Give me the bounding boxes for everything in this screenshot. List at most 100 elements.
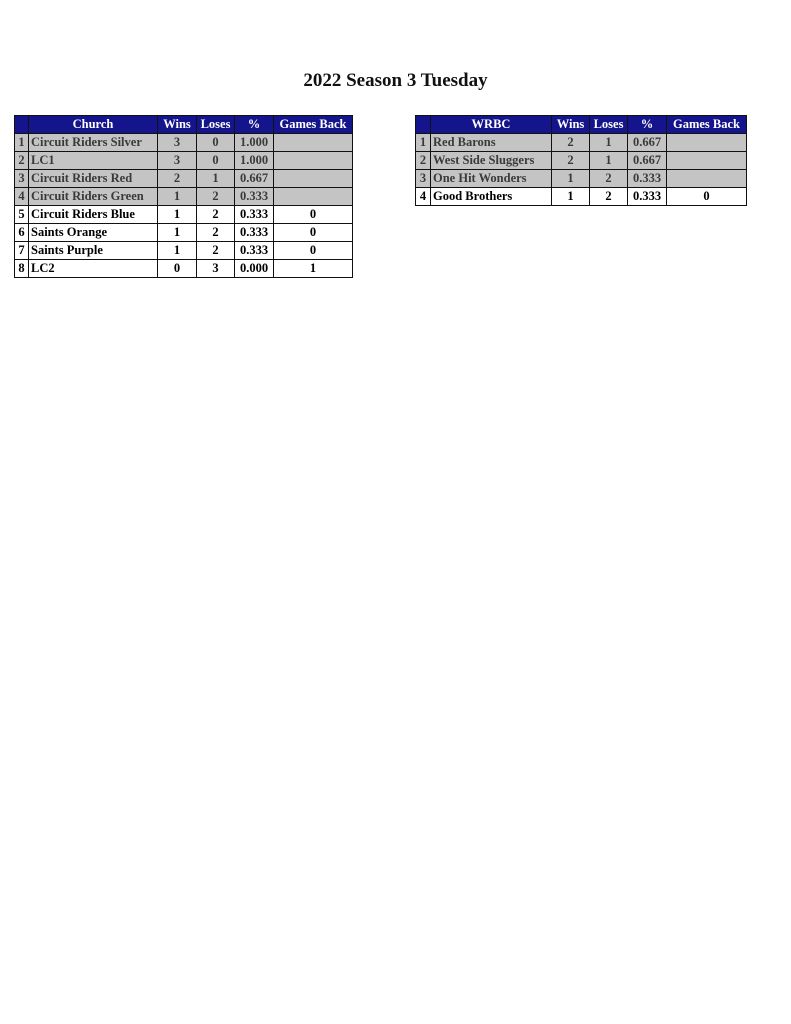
wins-header: Wins xyxy=(157,115,197,134)
loses-cell: 2 xyxy=(589,187,628,206)
header-row: WRBC Wins Loses % Games Back xyxy=(415,115,747,134)
rank-cell: 4 xyxy=(415,187,431,206)
wins-cell: 2 xyxy=(157,169,197,188)
table-row: 7 Saints Purple 1 2 0.333 0 xyxy=(14,241,353,260)
wins-cell: 1 xyxy=(551,169,590,188)
pct-cell: 1.000 xyxy=(234,133,274,152)
games-back-cell xyxy=(273,133,353,152)
wins-cell: 0 xyxy=(157,259,197,278)
wins-cell: 1 xyxy=(157,241,197,260)
rank-cell: 6 xyxy=(14,223,29,242)
rank-cell: 3 xyxy=(14,169,29,188)
games-back-header: Games Back xyxy=(273,115,353,134)
games-back-cell xyxy=(666,151,747,170)
pct-cell: 0.333 xyxy=(234,241,274,260)
wins-cell: 1 xyxy=(551,187,590,206)
pct-cell: 0.000 xyxy=(234,259,274,278)
loses-cell: 2 xyxy=(589,169,628,188)
rank-header xyxy=(415,115,431,134)
team-cell: LC1 xyxy=(28,151,158,170)
table-row: 1 Red Barons 2 1 0.667 xyxy=(415,133,747,152)
pct-cell: 0.667 xyxy=(234,169,274,188)
games-back-cell: 0 xyxy=(273,223,353,242)
rank-cell: 8 xyxy=(14,259,29,278)
games-back-cell: 0 xyxy=(273,205,353,224)
games-back-cell xyxy=(273,187,353,206)
loses-cell: 2 xyxy=(196,205,235,224)
table-row: 3 Circuit Riders Red 2 1 0.667 xyxy=(14,169,353,188)
loses-cell: 1 xyxy=(589,133,628,152)
table-row: 2 LC1 3 0 1.000 xyxy=(14,151,353,170)
church-standings-table: Church Wins Loses % Games Back 1 Circuit … xyxy=(14,115,353,278)
rank-cell: 5 xyxy=(14,205,29,224)
loses-cell: 2 xyxy=(196,187,235,206)
games-back-header: Games Back xyxy=(666,115,747,134)
pct-header: % xyxy=(234,115,274,134)
rank-cell: 1 xyxy=(415,133,431,152)
wins-cell: 3 xyxy=(157,151,197,170)
team-cell: Circuit Riders Blue xyxy=(28,205,158,224)
games-back-cell: 1 xyxy=(273,259,353,278)
loses-cell: 0 xyxy=(196,151,235,170)
games-back-cell: 0 xyxy=(666,187,747,206)
table-row: 4 Circuit Riders Green 1 2 0.333 xyxy=(14,187,353,206)
wins-header: Wins xyxy=(551,115,590,134)
wins-cell: 3 xyxy=(157,133,197,152)
games-back-cell: 0 xyxy=(273,241,353,260)
team-cell: LC2 xyxy=(28,259,158,278)
pct-cell: 0.667 xyxy=(627,151,667,170)
loses-cell: 2 xyxy=(196,241,235,260)
loses-cell: 1 xyxy=(589,151,628,170)
rank-cell: 2 xyxy=(415,151,431,170)
rank-cell: 1 xyxy=(14,133,29,152)
team-cell: Circuit Riders Green xyxy=(28,187,158,206)
table-row: 1 Circuit Riders Silver 3 0 1.000 xyxy=(14,133,353,152)
pct-header: % xyxy=(627,115,667,134)
loses-cell: 2 xyxy=(196,223,235,242)
games-back-cell xyxy=(666,169,747,188)
games-back-cell xyxy=(273,151,353,170)
rank-cell: 3 xyxy=(415,169,431,188)
games-back-cell xyxy=(666,133,747,152)
games-back-cell xyxy=(273,169,353,188)
pct-cell: 0.333 xyxy=(234,205,274,224)
loses-header: Loses xyxy=(196,115,235,134)
loses-cell: 0 xyxy=(196,133,235,152)
rank-header xyxy=(14,115,29,134)
header-row: Church Wins Loses % Games Back xyxy=(14,115,353,134)
team-cell: West Side Sluggers xyxy=(430,151,552,170)
pct-cell: 0.333 xyxy=(627,169,667,188)
page-title: 2022 Season 3 Tuesday xyxy=(303,70,488,91)
pct-cell: 0.333 xyxy=(234,223,274,242)
table-row: 2 West Side Sluggers 2 1 0.667 xyxy=(415,151,747,170)
table-row: 3 One Hit Wonders 1 2 0.333 xyxy=(415,169,747,188)
wrbc-standings-table: WRBC Wins Loses % Games Back 1 Red Barons… xyxy=(415,115,747,206)
table-row: 5 Circuit Riders Blue 1 2 0.333 0 xyxy=(14,205,353,224)
team-cell: Circuit Riders Red xyxy=(28,169,158,188)
table-row: 4 Good Brothers 1 2 0.333 0 xyxy=(415,187,747,206)
loses-header: Loses xyxy=(589,115,628,134)
pct-cell: 0.333 xyxy=(234,187,274,206)
team-cell: Circuit Riders Silver xyxy=(28,133,158,152)
rank-cell: 4 xyxy=(14,187,29,206)
rank-cell: 2 xyxy=(14,151,29,170)
team-cell: Saints Purple xyxy=(28,241,158,260)
team-cell: Red Barons xyxy=(430,133,552,152)
team-cell: One Hit Wonders xyxy=(430,169,552,188)
pct-cell: 0.667 xyxy=(627,133,667,152)
team-cell: Saints Orange xyxy=(28,223,158,242)
team-cell: Good Brothers xyxy=(430,187,552,206)
loses-cell: 1 xyxy=(196,169,235,188)
wins-cell: 2 xyxy=(551,151,590,170)
league-header: WRBC xyxy=(430,115,552,134)
rank-cell: 7 xyxy=(14,241,29,260)
league-header: Church xyxy=(28,115,158,134)
wins-cell: 2 xyxy=(551,133,590,152)
wins-cell: 1 xyxy=(157,223,197,242)
loses-cell: 3 xyxy=(196,259,235,278)
wins-cell: 1 xyxy=(157,205,197,224)
pct-cell: 0.333 xyxy=(627,187,667,206)
table-row: 8 LC2 0 3 0.000 1 xyxy=(14,259,353,278)
wins-cell: 1 xyxy=(157,187,197,206)
table-row: 6 Saints Orange 1 2 0.333 0 xyxy=(14,223,353,242)
